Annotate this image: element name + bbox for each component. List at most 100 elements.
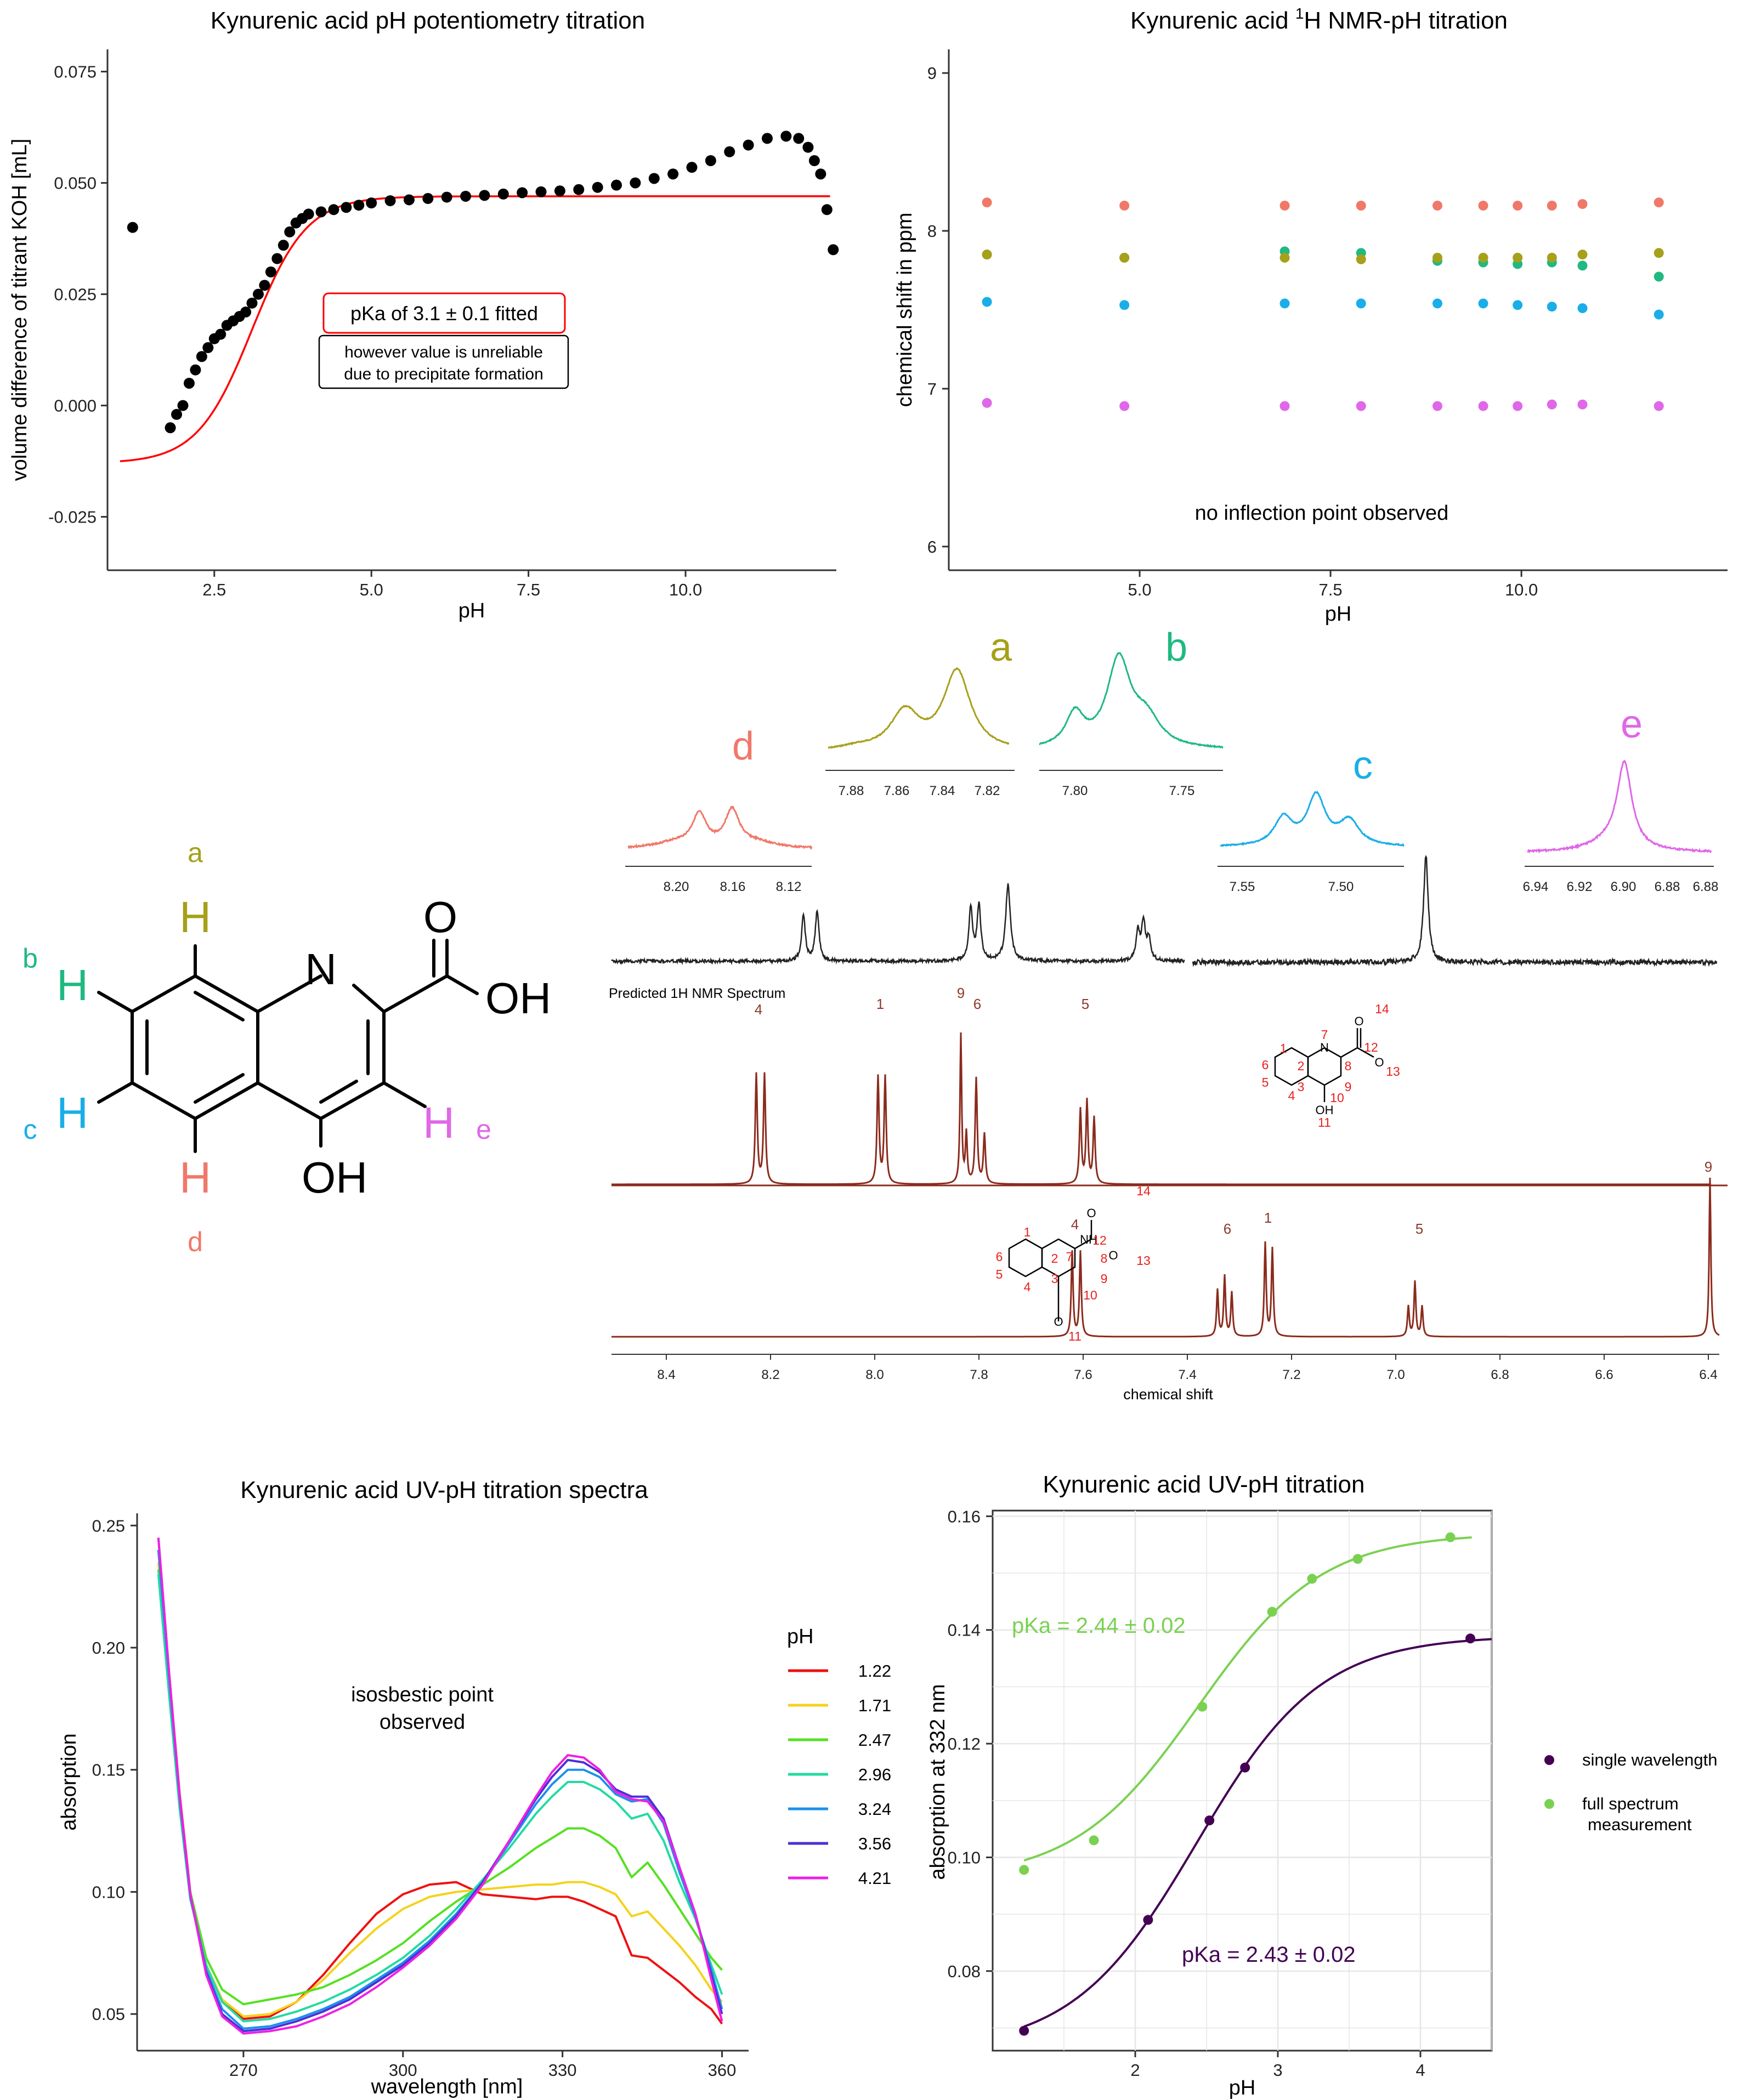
atom-number: 4 (1288, 1088, 1295, 1103)
atom-oh: OH (1316, 1103, 1334, 1117)
data-point (648, 173, 660, 184)
y-tick-label: 7 (927, 379, 937, 399)
legend-label-full-2: measurement (1588, 1815, 1692, 1834)
data-point (611, 179, 622, 191)
y-tick-label: -0.025 (48, 508, 97, 527)
atom-number: 9 (1101, 1272, 1108, 1286)
data-point-d (1654, 197, 1664, 208)
legend-label: 2.47 (858, 1730, 891, 1750)
predicted-structure-1: N O O OH 1 2 3 4 5 6 7 8 9 10 11 12 13 1… (1262, 1002, 1400, 1130)
tick: 8.20 (664, 879, 689, 894)
x-tick-label: 4 (1415, 2061, 1425, 2080)
peak-label: 4 (1071, 1216, 1079, 1233)
y-tick-label: 0.16 (948, 1507, 981, 1526)
data-point-full (1445, 1532, 1456, 1542)
data-point (403, 194, 415, 206)
proton-c: H (56, 1088, 88, 1137)
y-axis-label: volume difference of titrant KOH [mL] (8, 139, 31, 481)
plot-area (992, 1509, 1493, 2052)
tick-label: 6.8 (1491, 1367, 1509, 1382)
kynurenic-acid-structure: N O OH OH H H H H H a b c d e (22, 837, 551, 1257)
pka-annotation-box (322, 292, 566, 334)
y-tick-label: 0.25 (92, 1516, 125, 1535)
data-point (780, 130, 792, 142)
full-pka-annotation: pKa = 2.44 ± 0.02 (1012, 1614, 1186, 1638)
data-point-c (1478, 298, 1488, 309)
legend-label: 2.96 (858, 1765, 891, 1784)
inset-trace-d (627, 805, 813, 850)
data-point-d (1279, 201, 1290, 211)
data-point (828, 244, 839, 256)
data-point (460, 190, 472, 202)
data-point (165, 422, 176, 434)
chart-title: Kynurenic acid UV-pH titration spectra (240, 1477, 648, 1503)
inset-label-c: c (1353, 743, 1373, 787)
data-point (554, 185, 565, 197)
y-tick-label: 0.075 (54, 63, 97, 82)
shift-axis-ticks: 8.4 8.2 8.0 7.8 7.6 7.4 7.2 7.0 6.8 6.6 6.4 (657, 1354, 1718, 1382)
legend-marker-full (1544, 1799, 1554, 1809)
tick: 7.50 (1328, 879, 1354, 894)
data-point-c (1432, 298, 1442, 309)
data-point-e (1356, 401, 1366, 411)
chart-title: Kynurenic acid pH potentiometry titratio… (211, 7, 645, 34)
atom-number: 10 (1083, 1288, 1097, 1302)
legend-label-single: single wavelength (1582, 1750, 1717, 1769)
data-point-e (1513, 401, 1523, 411)
label-e: e (476, 1114, 491, 1145)
atom-number: 14 (1375, 1002, 1389, 1016)
x-ticks: 5.0 7.5 10.0 (1128, 570, 1538, 599)
data-point (479, 190, 490, 201)
data-point (240, 307, 252, 318)
data-point (667, 168, 679, 180)
peak-label: 5 (1081, 996, 1089, 1012)
atom-number: 1 (1280, 1041, 1287, 1055)
inset-peak-b: b 7.80 7.75 (1039, 626, 1224, 798)
data-point-a (1478, 253, 1488, 263)
data-point (535, 186, 547, 197)
y-tick-label: 0.000 (54, 396, 97, 416)
tick-label: 7.2 (1282, 1367, 1300, 1382)
data-point (497, 188, 509, 200)
carbonyl-oxygen: O (423, 893, 457, 941)
tick: 7.80 (1062, 784, 1088, 798)
y-ticks: 6 7 8 9 (927, 64, 949, 557)
atom-number: 11 (1068, 1329, 1081, 1343)
y-tick-label: 0.14 (948, 1621, 981, 1640)
warning-line-1: however value is unreliable (344, 343, 543, 361)
legend-label: 3.56 (858, 1834, 891, 1853)
data-point-b (1654, 271, 1664, 282)
atom-number: 9 (1345, 1080, 1352, 1094)
x-tick-label: 2.5 (202, 580, 226, 599)
label-d: d (188, 1227, 203, 1257)
peak-label: 4 (755, 1001, 762, 1018)
data-point-e (1478, 401, 1488, 411)
x-axis-label: pH (1229, 2076, 1256, 2099)
peak-label: 6 (1224, 1221, 1231, 1237)
x-tick-label: 2 (1130, 2061, 1140, 2080)
data-point-d (1356, 201, 1366, 211)
atom-number: 3 (1051, 1272, 1058, 1286)
peak-label: 1 (876, 996, 884, 1012)
tick: 6.90 (1611, 879, 1637, 894)
x-tick-label: 300 (389, 2061, 417, 2080)
x-tick-label: 10.0 (669, 580, 702, 599)
data-point (259, 280, 270, 291)
data-point-c (1577, 303, 1588, 314)
label-b: b (22, 943, 38, 974)
y-tick-label: 8 (927, 222, 937, 241)
isosbestic-annotation-2: observed (380, 1711, 465, 1734)
data-point-a (1547, 253, 1557, 263)
inset-label-b: b (1165, 626, 1187, 669)
atom-o: O (1054, 1315, 1063, 1329)
data-point-c (982, 297, 992, 307)
data-point-a (1432, 253, 1442, 263)
y-tick-label: 0.05 (92, 2005, 125, 2024)
data-point-full (1197, 1701, 1208, 1712)
data-point-a (1577, 249, 1588, 260)
nmr-titration-chart: Kynurenic acid 1H NMR-pH titration 5.0 7.… (893, 5, 1728, 626)
data-point (743, 139, 754, 151)
atom-number: 11 (1318, 1115, 1331, 1130)
y-tick-label: 9 (927, 64, 937, 83)
